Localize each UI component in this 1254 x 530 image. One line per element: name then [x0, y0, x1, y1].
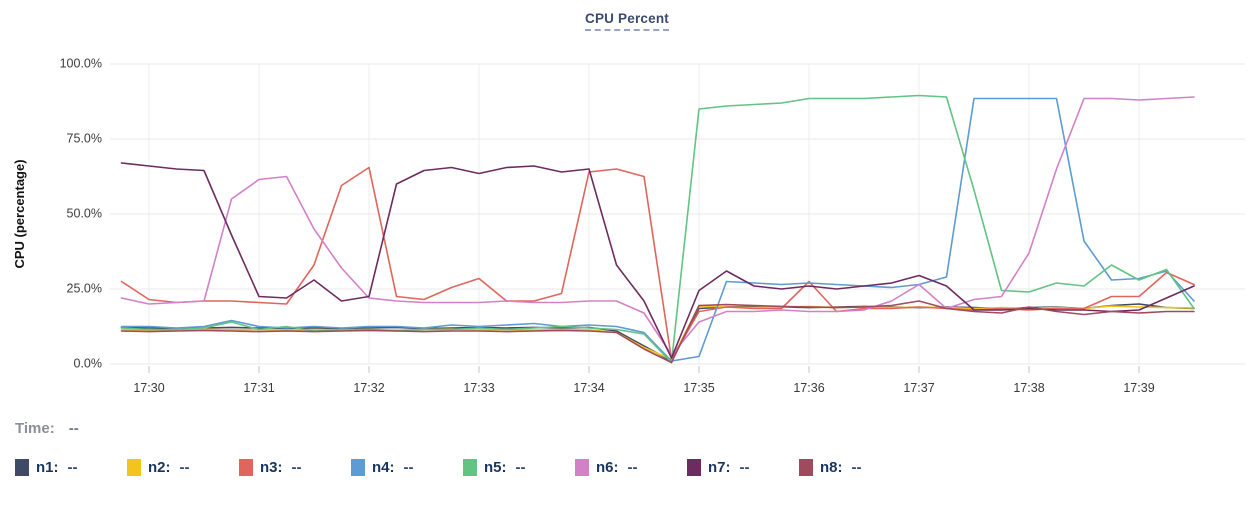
legend-item-n8[interactable]: n8: --	[799, 459, 911, 476]
series-line-n4[interactable]	[120, 97, 1195, 362]
legend-label-n2: n2:	[148, 459, 171, 476]
legend-value-n8: --	[851, 459, 862, 476]
series-line-n2[interactable]	[120, 305, 1195, 361]
x-tick-label: 17:33	[463, 381, 494, 395]
series-line-n6[interactable]	[120, 96, 1195, 356]
cpu-percent-line-chart[interactable]: 0.0% 25.0% 50.0% 75.0% 100.0% 17:30 17:31 17:32…	[0, 44, 1254, 404]
series-line-n1[interactable]	[120, 303, 1195, 362]
series-line-n5[interactable]	[120, 94, 1195, 364]
legend-swatch-n7	[687, 459, 701, 476]
y-axis-title: CPU (percentage)	[12, 159, 27, 268]
chart-header: CPU Percent	[0, 0, 1254, 44]
legend-label-n3: n3:	[260, 459, 283, 476]
x-tick-label: 17:37	[903, 381, 934, 395]
legend-value-n2: --	[179, 459, 190, 476]
legend-swatch-n8	[799, 459, 813, 476]
y-tick-label: 25.0%	[67, 281, 102, 295]
y-tick-label: 50.0%	[67, 206, 102, 220]
legend-item-n1[interactable]: n1: --	[15, 459, 127, 476]
y-tick-label: 0.0%	[74, 356, 103, 370]
series-legend: n1: -- n2: -- n3: -- n4: -- n5: -- n6: -…	[15, 459, 1254, 476]
legend-item-n5[interactable]: n5: --	[463, 459, 575, 476]
legend-label-n1: n1:	[36, 459, 59, 476]
x-tick-label: 17:38	[1013, 381, 1044, 395]
legend-value-n6: --	[627, 459, 638, 476]
legend-value-n3: --	[291, 459, 302, 476]
time-value: --	[68, 420, 79, 437]
legend-item-n2[interactable]: n2: --	[127, 459, 239, 476]
legend-value-n7: --	[739, 459, 750, 476]
x-tick-label: 17:30	[133, 381, 164, 395]
legend-value-n4: --	[403, 459, 414, 476]
x-tick-label: 17:32	[353, 381, 384, 395]
legend-label-n8: n8:	[820, 459, 843, 476]
legend-swatch-n4	[351, 459, 365, 476]
series-line-n8[interactable]	[120, 300, 1195, 364]
legend-value-n1: --	[67, 459, 78, 476]
x-tick-label: 17:31	[243, 381, 274, 395]
legend-label-n4: n4:	[372, 459, 395, 476]
legend-item-n7[interactable]: n7: --	[687, 459, 799, 476]
legend-value-n5: --	[515, 459, 526, 476]
legend-swatch-n3	[239, 459, 253, 476]
legend-label-n5: n5:	[484, 459, 507, 476]
y-tick-label: 100.0%	[60, 56, 102, 70]
legend-item-n6[interactable]: n6: --	[575, 459, 687, 476]
legend-item-n3[interactable]: n3: --	[239, 459, 351, 476]
x-tick-label: 17:39	[1123, 381, 1154, 395]
chart-title[interactable]: CPU Percent	[585, 11, 669, 31]
hover-time-readout: Time: --	[15, 420, 1254, 437]
legend-swatch-n5	[463, 459, 477, 476]
legend-swatch-n1	[15, 459, 29, 476]
legend-swatch-n2	[127, 459, 141, 476]
legend-item-n4[interactable]: n4: --	[351, 459, 463, 476]
x-tick-label: 17:34	[573, 381, 604, 395]
legend-label-n6: n6:	[596, 459, 619, 476]
time-label: Time:	[15, 420, 55, 437]
x-tick-label: 17:35	[683, 381, 714, 395]
y-tick-label: 75.0%	[67, 131, 102, 145]
legend-swatch-n6	[575, 459, 589, 476]
legend-label-n7: n7:	[708, 459, 731, 476]
x-tick-label: 17:36	[793, 381, 824, 395]
